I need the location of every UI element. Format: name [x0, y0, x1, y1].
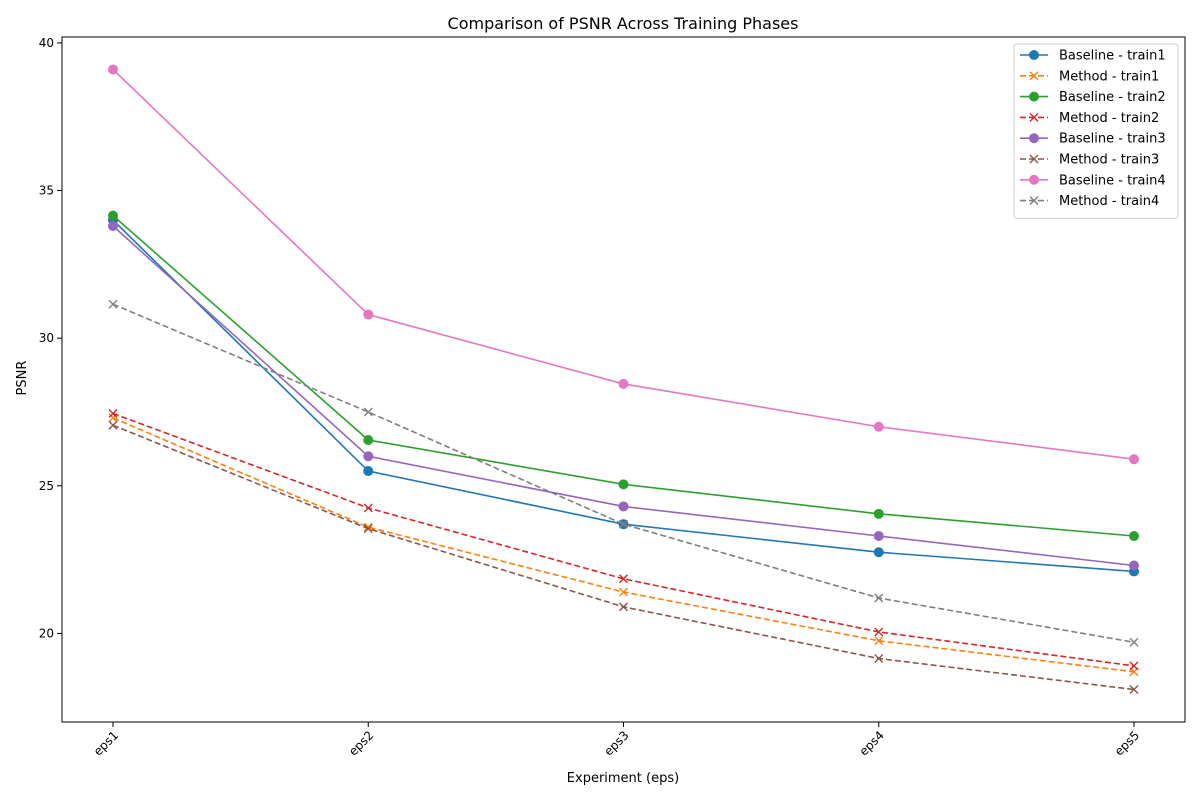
series-line [112, 219, 1135, 573]
series-1 [108, 215, 1139, 577]
series-5 [108, 220, 1139, 571]
y-tick-label: 20 [39, 626, 54, 640]
data-point [873, 421, 884, 432]
data-point [874, 636, 884, 646]
x-tick-label: eps2 [346, 728, 376, 758]
legend-marker [1029, 174, 1039, 185]
legend: Baseline - train1 Method - train1 Baseline… [1013, 43, 1179, 219]
data-point [363, 435, 374, 446]
series-7 [108, 64, 1139, 465]
data-point [618, 378, 629, 389]
data-point [874, 593, 884, 603]
legend-label: Baseline - train3 [1059, 132, 1166, 147]
legend-marker [1029, 154, 1039, 164]
data-point [108, 220, 118, 231]
legend-item: Method - train4 [1020, 194, 1159, 209]
series-line [112, 225, 1135, 567]
data-point [1129, 685, 1139, 695]
data-point [363, 503, 373, 513]
data-point [874, 654, 884, 664]
legend-item: Method - train1 [1020, 69, 1159, 84]
x-tick-label: eps4 [857, 728, 887, 758]
data-point [363, 466, 374, 477]
y-axis-label: PSNR [15, 361, 30, 396]
legend-marker [1029, 196, 1039, 206]
legend-item: Method - train2 [1020, 111, 1159, 126]
series-4 [108, 408, 1139, 671]
y-tick-label: 35 [39, 184, 54, 198]
legend-marker [1029, 112, 1039, 122]
data-point [363, 524, 373, 534]
legend-marker [1029, 133, 1039, 144]
legend-label: Baseline - train4 [1059, 173, 1166, 188]
legend-label: Method - train4 [1059, 194, 1159, 209]
legend-label: Method - train3 [1059, 153, 1159, 168]
data-point [619, 602, 628, 612]
data-point [108, 210, 118, 221]
data-point [874, 627, 884, 637]
legend-box [1013, 43, 1179, 219]
y-tick-label: 40 [39, 36, 54, 50]
data-point [108, 420, 118, 430]
data-point [108, 408, 118, 418]
legend-label: Method - train1 [1059, 69, 1159, 84]
data-point [1129, 530, 1139, 541]
plot-area: 20 25 30 35 40 eps1 eps2 eps3 eps4 eps5 [39, 36, 1186, 759]
series-line [112, 303, 1135, 644]
series-line [112, 412, 1135, 667]
legend-label: Method - train2 [1059, 111, 1159, 126]
data-point [619, 574, 628, 584]
x-tick-label: eps1 [91, 728, 121, 758]
legend-marker [1029, 50, 1039, 60]
legend-label: Baseline - train2 [1059, 90, 1166, 105]
data-point [363, 451, 374, 462]
legend-item: Baseline - train3 [1020, 132, 1166, 147]
legend-marker [1029, 91, 1039, 102]
data-point [1129, 560, 1139, 571]
data-point [363, 522, 373, 532]
series-line [112, 424, 1135, 691]
data-point [618, 501, 629, 512]
data-point [619, 587, 628, 597]
x-tick-label: eps5 [1112, 728, 1142, 758]
data-point [618, 479, 629, 490]
legend-marker [1029, 71, 1039, 81]
chart-title: Comparison of PSNR Across Training Phase… [448, 14, 799, 33]
series-line [112, 417, 1135, 673]
series-8 [108, 299, 1139, 647]
data-point [1129, 661, 1139, 671]
data-point [108, 299, 118, 309]
legend-item: Baseline - train4 [1020, 173, 1166, 188]
x-tick-label: eps3 [601, 728, 631, 758]
series-3 [108, 210, 1139, 541]
data-point [1129, 637, 1139, 647]
legend-item: Baseline - train2 [1020, 90, 1166, 105]
data-point [619, 519, 628, 529]
x-axis-label: Experiment (eps) [567, 771, 679, 786]
data-point [873, 530, 884, 541]
legend-item: Method - train3 [1020, 153, 1159, 168]
data-point [873, 547, 884, 558]
y-tick-label: 30 [39, 331, 54, 345]
y-tick-label: 25 [39, 479, 54, 493]
data-point [363, 407, 373, 417]
series-2 [108, 413, 1139, 677]
legend-label: Baseline - train1 [1059, 49, 1166, 64]
series-6 [108, 420, 1139, 695]
data-point [363, 309, 374, 320]
data-point [873, 508, 884, 519]
data-point [108, 64, 118, 75]
legend-item: Baseline - train1 [1020, 49, 1166, 64]
series-line [112, 68, 1135, 461]
data-point [1129, 454, 1139, 465]
